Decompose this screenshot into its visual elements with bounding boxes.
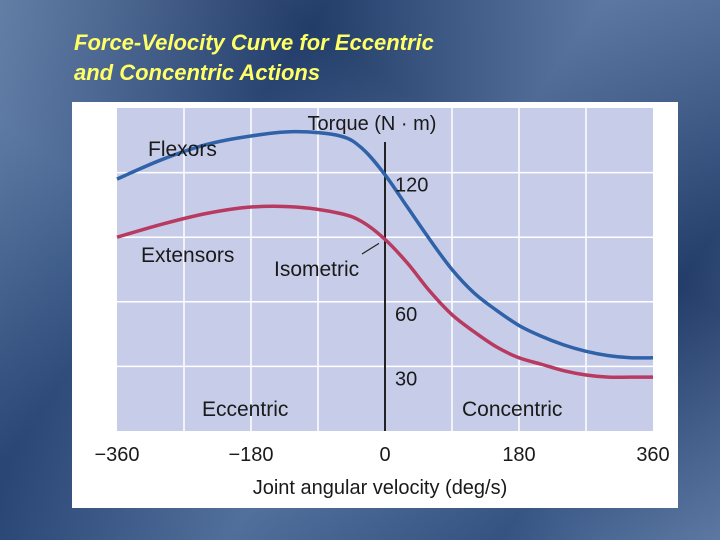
y-tick-label: 30 <box>395 368 417 390</box>
annotation-isometric: Isometric <box>274 258 359 281</box>
annotation-eccentric: Eccentric <box>202 398 288 421</box>
force-velocity-chart: Torque (N · m) Joint angular velocity (d… <box>94 108 670 499</box>
slide-title: Force-Velocity Curve for Eccentric and C… <box>74 28 674 88</box>
y-tick-labels: 120 60 30 <box>395 175 428 391</box>
y-tick-label: 120 <box>395 175 428 197</box>
x-axis-label: Joint angular velocity (deg/s) <box>253 477 508 499</box>
slide-title-line-1: Force-Velocity Curve for Eccentric <box>74 30 434 55</box>
y-tick-label: 60 <box>395 304 417 326</box>
x-tick-label: 180 <box>502 444 535 466</box>
x-tick-labels: −360 −180 0 180 360 <box>94 444 669 466</box>
x-tick-label: −360 <box>94 444 139 466</box>
isometric-pointer-line <box>361 242 380 255</box>
slide-title-line-2: and Concentric Actions <box>74 60 321 85</box>
y-axis-label: Torque (N · m) <box>308 113 437 135</box>
chart-marks <box>116 129 654 380</box>
x-tick-label: 360 <box>636 444 669 466</box>
legend-extensors: Extensors <box>141 244 234 267</box>
series-line-flexors <box>116 129 654 360</box>
x-tick-label: 0 <box>379 444 390 466</box>
chart-figure: Torque (N · m) Joint angular velocity (d… <box>72 102 678 508</box>
legend-flexors: Flexors <box>148 138 217 161</box>
series-line-extensors <box>116 204 653 380</box>
x-tick-label: −180 <box>228 444 273 466</box>
annotation-concentric: Concentric <box>462 398 562 421</box>
